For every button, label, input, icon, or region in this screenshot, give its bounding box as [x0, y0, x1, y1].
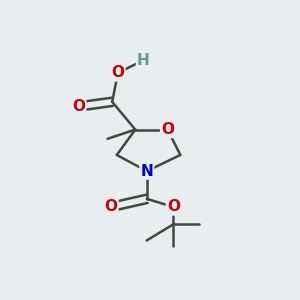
Text: H: H [137, 53, 150, 68]
Text: O: O [167, 200, 180, 214]
Text: O: O [161, 122, 174, 137]
Text: O: O [104, 200, 118, 214]
Text: O: O [72, 99, 85, 114]
Text: N: N [140, 164, 153, 178]
Text: O: O [111, 65, 124, 80]
